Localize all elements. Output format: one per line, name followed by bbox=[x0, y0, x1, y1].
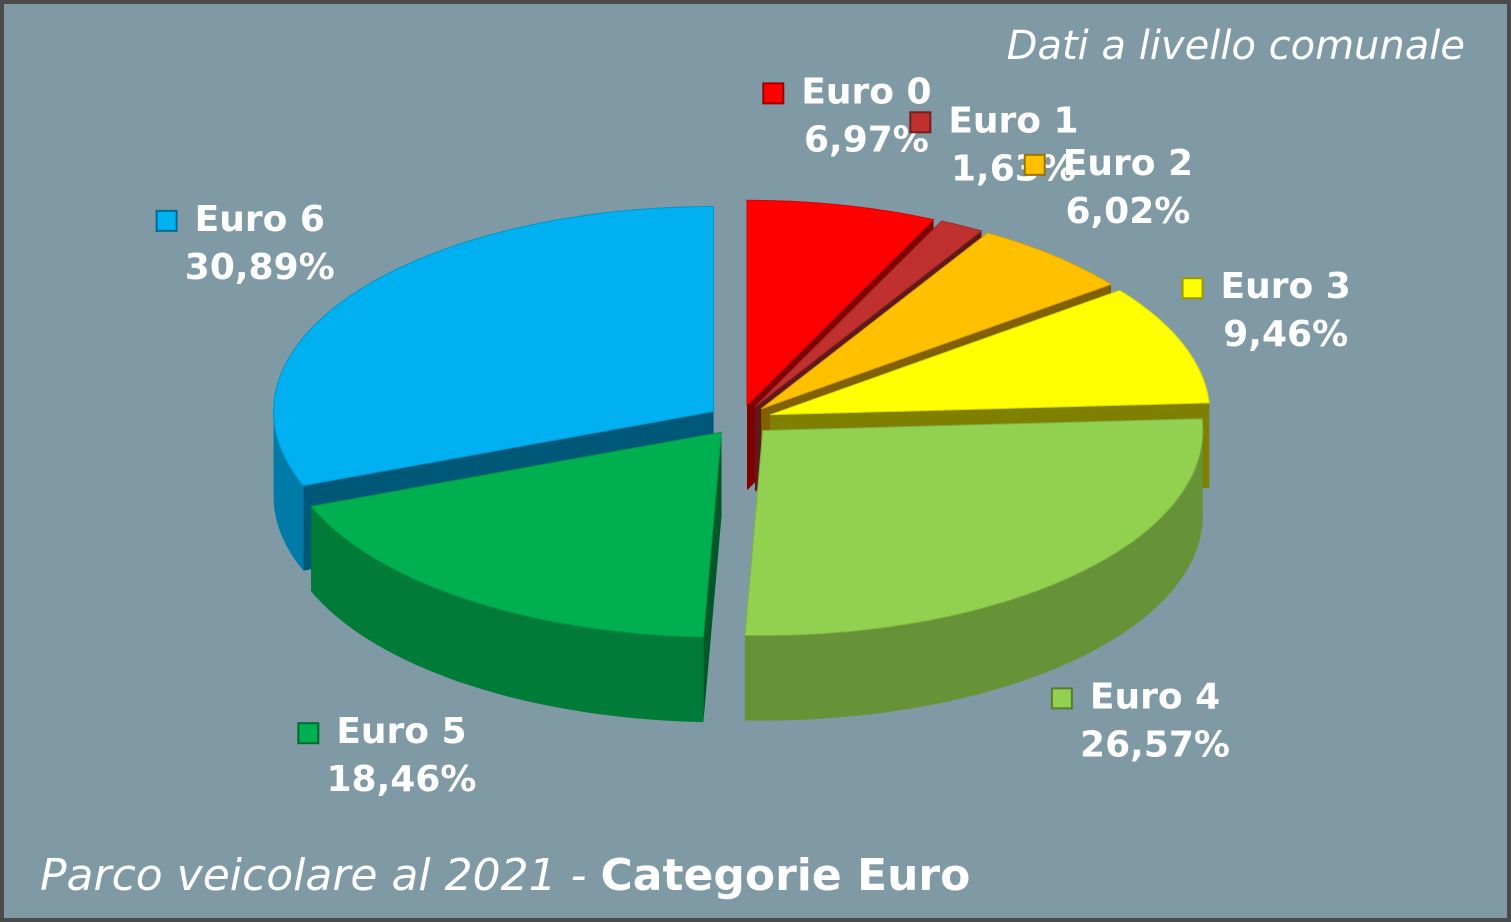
slice bbox=[746, 199, 935, 407]
slice bbox=[754, 220, 983, 408]
legend-marker bbox=[909, 111, 932, 134]
title-part: Categorie Euro bbox=[600, 850, 970, 901]
category-label: Euro 5 bbox=[336, 711, 466, 752]
slice bbox=[760, 232, 1113, 410]
category-label: Euro 3 bbox=[1221, 266, 1351, 307]
chart-subtitle: Dati a livello comunale bbox=[1007, 23, 1465, 69]
legend-marker bbox=[1023, 153, 1046, 176]
legend-marker bbox=[297, 722, 320, 745]
category-label: Euro 4 bbox=[1090, 676, 1220, 717]
value-label: 30,89% bbox=[185, 247, 335, 288]
value-label: 9,46% bbox=[1223, 314, 1348, 355]
legend-marker bbox=[762, 82, 785, 105]
slice bbox=[273, 206, 715, 487]
legend-marker bbox=[1050, 687, 1073, 710]
category-label: Euro 2 bbox=[1063, 143, 1193, 184]
value-label: 1,63% bbox=[951, 148, 1076, 189]
value-label: 26,57% bbox=[1080, 724, 1230, 765]
pie bbox=[273, 199, 1210, 723]
slice-wall bbox=[744, 430, 1203, 721]
value-label: 18,46% bbox=[326, 759, 476, 800]
value-label: 6,97% bbox=[804, 119, 929, 160]
legend-marker bbox=[1181, 277, 1204, 300]
slice bbox=[769, 289, 1210, 416]
title-part: Parco veicolare al 2021 - bbox=[40, 850, 586, 901]
slice-wall bbox=[273, 411, 304, 571]
slice bbox=[310, 431, 722, 638]
value-label: 6,02% bbox=[1065, 191, 1190, 232]
category-label: Euro 6 bbox=[195, 199, 325, 240]
category-label: Euro 0 bbox=[801, 71, 931, 112]
chart-title: Parco veicolare al 2021 - Categorie Euro bbox=[40, 850, 970, 901]
slice-wall bbox=[311, 506, 704, 723]
slice bbox=[744, 418, 1204, 636]
legend-marker bbox=[155, 209, 178, 232]
category-label: Euro 1 bbox=[948, 100, 1078, 141]
